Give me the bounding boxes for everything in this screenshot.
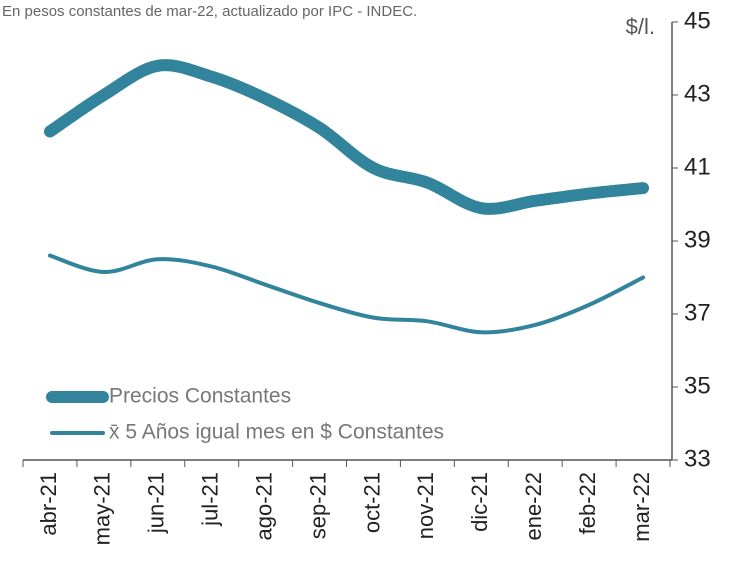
- x-tick-label: oct-21: [359, 472, 384, 533]
- x-tick-label: dic-21: [467, 472, 492, 532]
- legend-label: x̄ 5 Años igual mes en $ Constantes: [109, 421, 444, 444]
- x-tick-label: sep-21: [305, 472, 330, 539]
- y-tick-label: 33: [684, 445, 711, 472]
- series-line: [43, 59, 650, 215]
- x-tick-label: may-21: [90, 472, 115, 545]
- chart-subtitle: En pesos constantes de mar-22, actualiza…: [2, 3, 417, 20]
- y-axis-label: $/l.: [626, 14, 655, 39]
- y-tick-label: 37: [684, 299, 711, 326]
- y-tick-label: 41: [684, 153, 711, 180]
- x-tick-label: feb-22: [575, 472, 600, 534]
- y-tick-label: 43: [684, 80, 711, 107]
- legend-label: Precios Constantes: [109, 385, 291, 408]
- x-tick-label: jul-21: [198, 472, 223, 527]
- x-tick-label: abr-21: [36, 472, 61, 536]
- x-tick-label: ene-22: [521, 472, 546, 541]
- x-tick-label: nov-21: [413, 472, 438, 539]
- x-tick-label: mar-22: [629, 472, 654, 542]
- x-tick-label: ago-21: [251, 472, 276, 541]
- y-tick-label: 45: [684, 7, 711, 34]
- y-tick-label: 35: [684, 372, 711, 399]
- series-line: [47, 253, 646, 335]
- x-tick-label: jun-21: [144, 472, 169, 534]
- y-tick-label: 39: [684, 226, 711, 253]
